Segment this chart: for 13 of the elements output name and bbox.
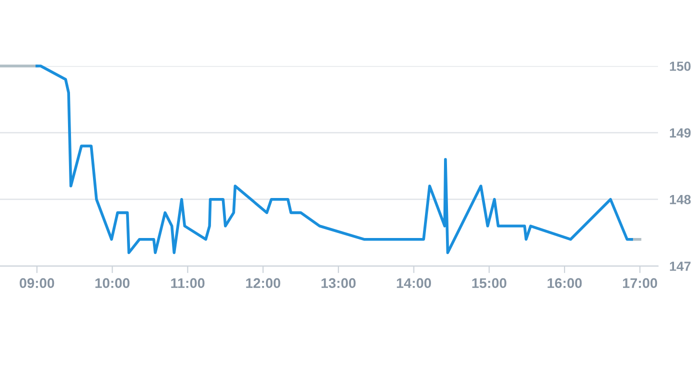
x-tick-label: 09:00: [20, 278, 54, 288]
x-tick-label: 15:00: [472, 278, 506, 288]
y-tick-label: 147: [670, 262, 691, 271]
x-tick-label: 16:00: [548, 278, 582, 288]
y-tick-label: 150: [670, 62, 691, 71]
x-tick-label: 12:00: [246, 278, 280, 288]
x-tick-label: 11:00: [171, 278, 204, 288]
x-tick-label: 17:00: [623, 278, 658, 288]
y-tick-label: 148: [670, 194, 691, 204]
x-tick-label: 10:00: [95, 278, 130, 288]
y-tick-label: 149: [670, 128, 691, 138]
x-tick-label: 13:00: [322, 278, 356, 288]
x-tick-label: 14:00: [396, 278, 431, 288]
